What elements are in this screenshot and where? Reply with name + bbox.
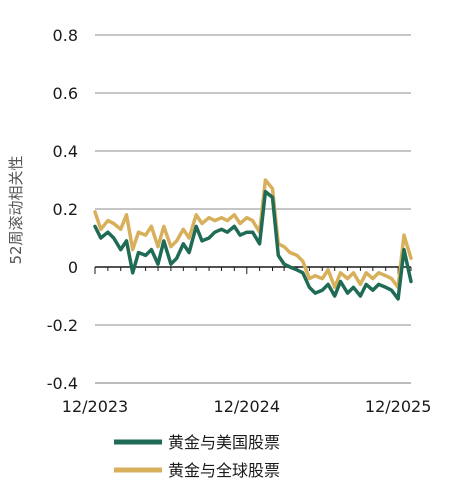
y-tick-label: 0.2 (53, 200, 78, 219)
x-tick-label: 12/2024 (214, 397, 280, 416)
x-tick-label: 12/2023 (62, 397, 128, 416)
x-tick-label: 12/2025 (365, 397, 431, 416)
series-line-0 (93, 189, 413, 301)
y-tick-label: -0.4 (47, 374, 78, 393)
y-tick-label: 0 (68, 258, 78, 277)
y-tick-label: -0.2 (47, 316, 78, 335)
legend-label-global-stocks: 黄金与全球股票 (168, 461, 280, 480)
y-tick-labels: 0.8 0.6 0.4 0.2 0 -0.2 -0.4 (47, 26, 78, 393)
legend-label-us-stocks: 黄金与美国股票 (168, 433, 280, 452)
gridlines (95, 34, 411, 384)
y-tick-label: 0.4 (53, 142, 78, 161)
y-tick-label: 0.8 (53, 26, 78, 45)
y-axis-label: 52周滚动相关性 (7, 155, 25, 264)
x-axis: 12/2023 12/2024 12/2025 (62, 266, 431, 416)
series-lines (93, 178, 413, 301)
legend: 黄金与美国股票 黄金与全球股票 (114, 433, 280, 480)
series-line-1 (93, 178, 413, 290)
y-tick-label: 0.6 (53, 84, 78, 103)
